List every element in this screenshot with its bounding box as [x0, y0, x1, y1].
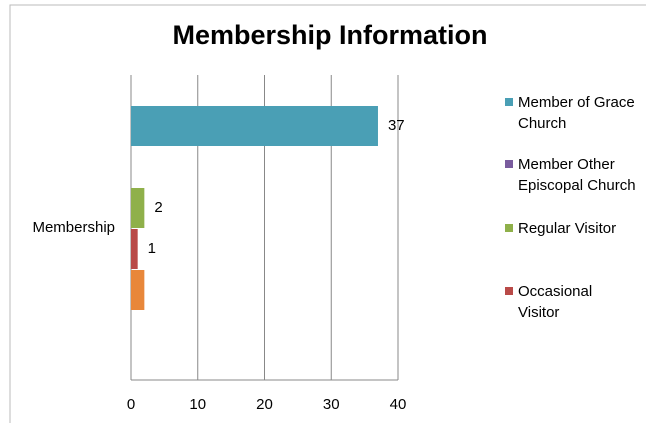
bar: [131, 229, 138, 269]
legend-label: Regular Visitor: [518, 220, 617, 237]
x-tick-label: 40: [390, 396, 407, 413]
bar: [131, 188, 145, 228]
x-tick-label: 0: [127, 396, 135, 413]
chart-border: [9, 4, 646, 423]
data-label: 2: [154, 199, 162, 216]
legend-label: Occasional Visitor: [518, 283, 593, 321]
legend-label: Member of Grace Church: [518, 94, 635, 132]
x-tick-label: 10: [189, 396, 206, 413]
x-tick-label: 20: [256, 396, 273, 413]
chart-title: Membership Information: [172, 20, 487, 50]
legend-swatch: [505, 160, 513, 168]
data-label: 37: [388, 117, 405, 134]
legend-swatch: [505, 287, 513, 295]
bar: [131, 270, 145, 310]
bar: [131, 106, 378, 146]
y-tick-label: Membership: [32, 219, 115, 236]
data-label: 1: [148, 240, 156, 257]
legend-swatch: [505, 224, 513, 232]
legend-label: Member Other Episcopal Church: [518, 156, 636, 194]
x-tick-label: 30: [323, 396, 340, 413]
legend-swatch: [505, 98, 513, 106]
